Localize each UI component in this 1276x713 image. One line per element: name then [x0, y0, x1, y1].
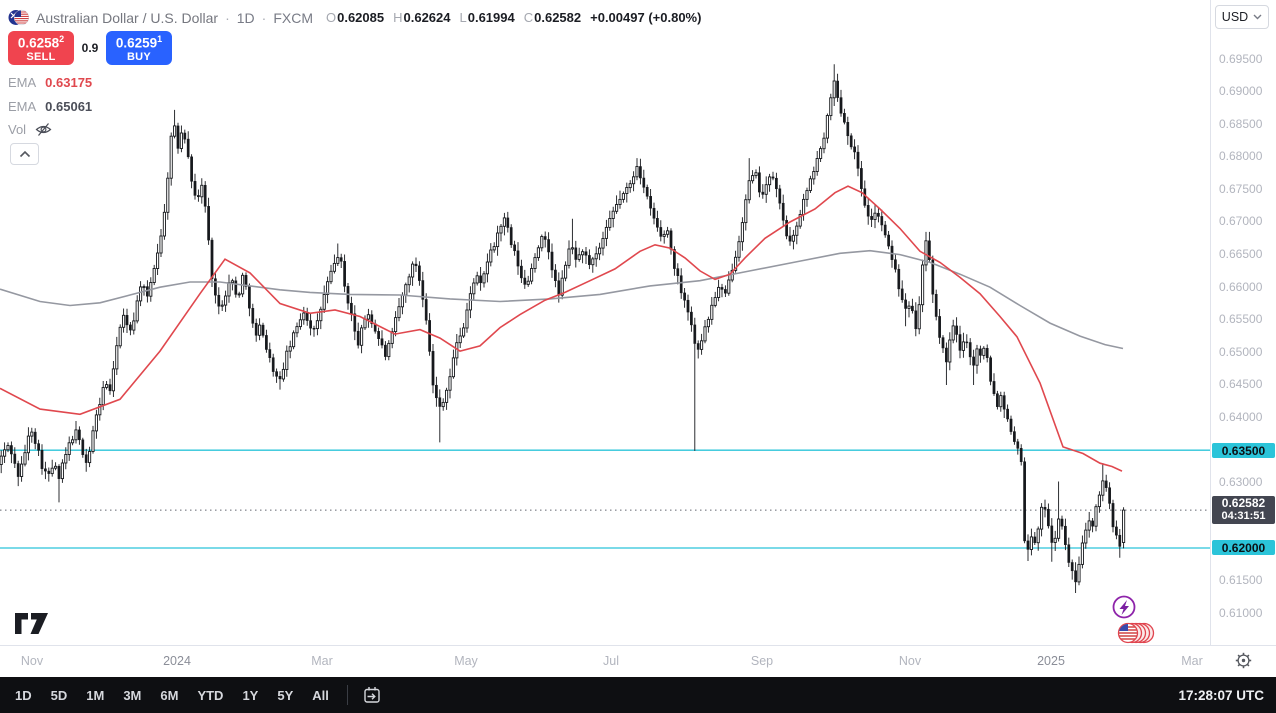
symbol-header: Australian Dollar / U.S. Dollar · 1D · F… [8, 7, 701, 28]
lightning-event-icon[interactable] [1112, 595, 1136, 619]
chevron-up-icon [19, 150, 30, 158]
chart-area[interactable]: Australian Dollar / U.S. Dollar · 1D · F… [0, 0, 1210, 645]
time-axis-label: May [454, 654, 478, 668]
ema-slow-legend[interactable]: EMA 0.65061 [8, 99, 92, 114]
separator: · [225, 9, 230, 26]
time-axis-label: 2024 [163, 654, 191, 668]
chevron-down-icon [1253, 14, 1262, 20]
ema-slow-line[interactable] [0, 249, 1124, 350]
time-axis-label: Sep [750, 654, 774, 668]
down-candles [10, 80, 1122, 583]
ema-slow-name: EMA [8, 99, 37, 114]
level-price-label[interactable]: 0.62000 [1212, 540, 1275, 555]
time-axis-label: Nov [898, 654, 922, 668]
exchange-label[interactable]: FXCM [273, 9, 313, 26]
range-selector: 1D 5D 1M 3M 6M YTD 1Y 5Y All [12, 684, 345, 707]
aud-usd-flag-icon [8, 9, 29, 26]
calendar-icon [364, 687, 380, 703]
range-button-all[interactable]: All [309, 684, 332, 707]
price-axis-label: 0.66500 [1219, 247, 1263, 261]
range-button-1d[interactable]: 1D [12, 684, 35, 707]
open-value: 0.62085 [337, 10, 385, 25]
time-axis-label: Mar [311, 654, 333, 668]
tradingview-logo-icon [15, 613, 48, 634]
range-button-1y[interactable]: 1Y [239, 684, 261, 707]
price-axis-label: 0.65500 [1219, 312, 1263, 326]
price-axis-label: 0.67500 [1219, 182, 1263, 196]
range-button-1m[interactable]: 1M [83, 684, 107, 707]
close-label: C [523, 10, 534, 25]
level-price-label[interactable]: 0.63500 [1212, 443, 1275, 458]
high-value: 0.62624 [403, 10, 451, 25]
toolbar-divider [346, 685, 348, 705]
last-price-label[interactable]: 0.62582 04:31:51 [1212, 496, 1275, 524]
bottom-toolbar: 1D 5D 1M 3M 6M YTD 1Y 5Y All 17:28:07 UTC [0, 677, 1276, 713]
ema-slow-value: 0.65061 [45, 99, 93, 114]
change-value: +0.00497 (+0.80%) [590, 10, 702, 25]
currency-dropdown[interactable]: USD [1215, 5, 1269, 29]
us-flag-coins-icon[interactable] [1117, 622, 1155, 644]
utc-clock[interactable]: 17:28:07 UTC [1178, 687, 1264, 703]
price-axis-label: 0.61500 [1219, 573, 1263, 587]
ohlc-values: O0.62085 H0.62624 L0.61994 C0.62582 +0.0… [326, 10, 701, 25]
low-value: 0.61994 [467, 10, 515, 25]
time-axis-label: Jul [603, 654, 619, 668]
time-axis-label: Nov [20, 654, 44, 668]
currency-label: USD [1221, 10, 1249, 24]
price-axis-label: 0.61000 [1219, 606, 1263, 620]
spread-value: 0.9 [81, 41, 99, 55]
candle-wicks [0, 64, 1125, 593]
range-button-ytd[interactable]: YTD [194, 684, 226, 707]
price-axis-label: 0.69000 [1219, 84, 1263, 98]
symbol-title[interactable]: Australian Dollar / U.S. Dollar [36, 9, 219, 26]
price-axis-label: 0.68500 [1219, 117, 1263, 131]
ema-fast-legend[interactable]: EMA 0.63175 [8, 75, 92, 90]
volume-name: Vol [8, 122, 27, 137]
collapse-legend-button[interactable] [10, 143, 39, 165]
tradingview-logo[interactable] [14, 612, 50, 640]
sell-button[interactable]: 0.62582 SELL [8, 31, 74, 65]
eye-off-icon[interactable] [35, 122, 52, 137]
last-price-value: 0.62582 [1221, 496, 1266, 510]
ema-fast-value: 0.63175 [45, 75, 93, 90]
range-button-3m[interactable]: 3M [120, 684, 144, 707]
price-axis-label: 0.65000 [1219, 345, 1263, 359]
ema-fast-name: EMA [8, 75, 37, 90]
range-button-5d[interactable]: 5D [48, 684, 71, 707]
price-axis-label: 0.66000 [1219, 280, 1263, 294]
price-axis-label: 0.67000 [1219, 214, 1263, 228]
buy-button[interactable]: 0.62591 BUY [106, 31, 172, 65]
axis-settings-gear-icon[interactable] [1235, 652, 1252, 674]
time-axis-label: Mar [1181, 654, 1203, 668]
interval-label[interactable]: 1D [236, 9, 255, 26]
high-label: H [393, 10, 403, 25]
volume-legend[interactable]: Vol [8, 122, 52, 137]
price-axis-label: 0.63000 [1219, 475, 1263, 489]
candlestick-chart[interactable] [0, 0, 1210, 645]
up-candles [0, 80, 1126, 583]
range-button-6m[interactable]: 6M [157, 684, 181, 707]
low-label: L [459, 10, 467, 25]
price-axis[interactable]: USD 0.69500 0.69000 0.68500 0.68000 0.67500 0… [1210, 0, 1276, 645]
bar-countdown: 04:31:51 [1221, 510, 1266, 522]
price-axis-label: 0.68000 [1219, 149, 1263, 163]
close-value: 0.62582 [534, 10, 582, 25]
time-axis-label: 2025 [1037, 654, 1065, 668]
price-axis-label: 0.64500 [1219, 377, 1263, 391]
time-axis[interactable]: Nov 2024 Mar May Jul Sep Nov 2025 Mar [0, 645, 1276, 678]
range-button-5y[interactable]: 5Y [274, 684, 296, 707]
go-to-date-button[interactable] [360, 683, 384, 707]
price-axis-label: 0.69500 [1219, 52, 1263, 66]
ema-fast-line[interactable] [0, 185, 1123, 472]
quote-panel: 0.62582 SELL 0.9 0.62591 BUY [8, 31, 172, 65]
price-axis-label: 0.64000 [1219, 410, 1263, 424]
separator: · [261, 9, 267, 26]
open-label: O [325, 10, 337, 25]
